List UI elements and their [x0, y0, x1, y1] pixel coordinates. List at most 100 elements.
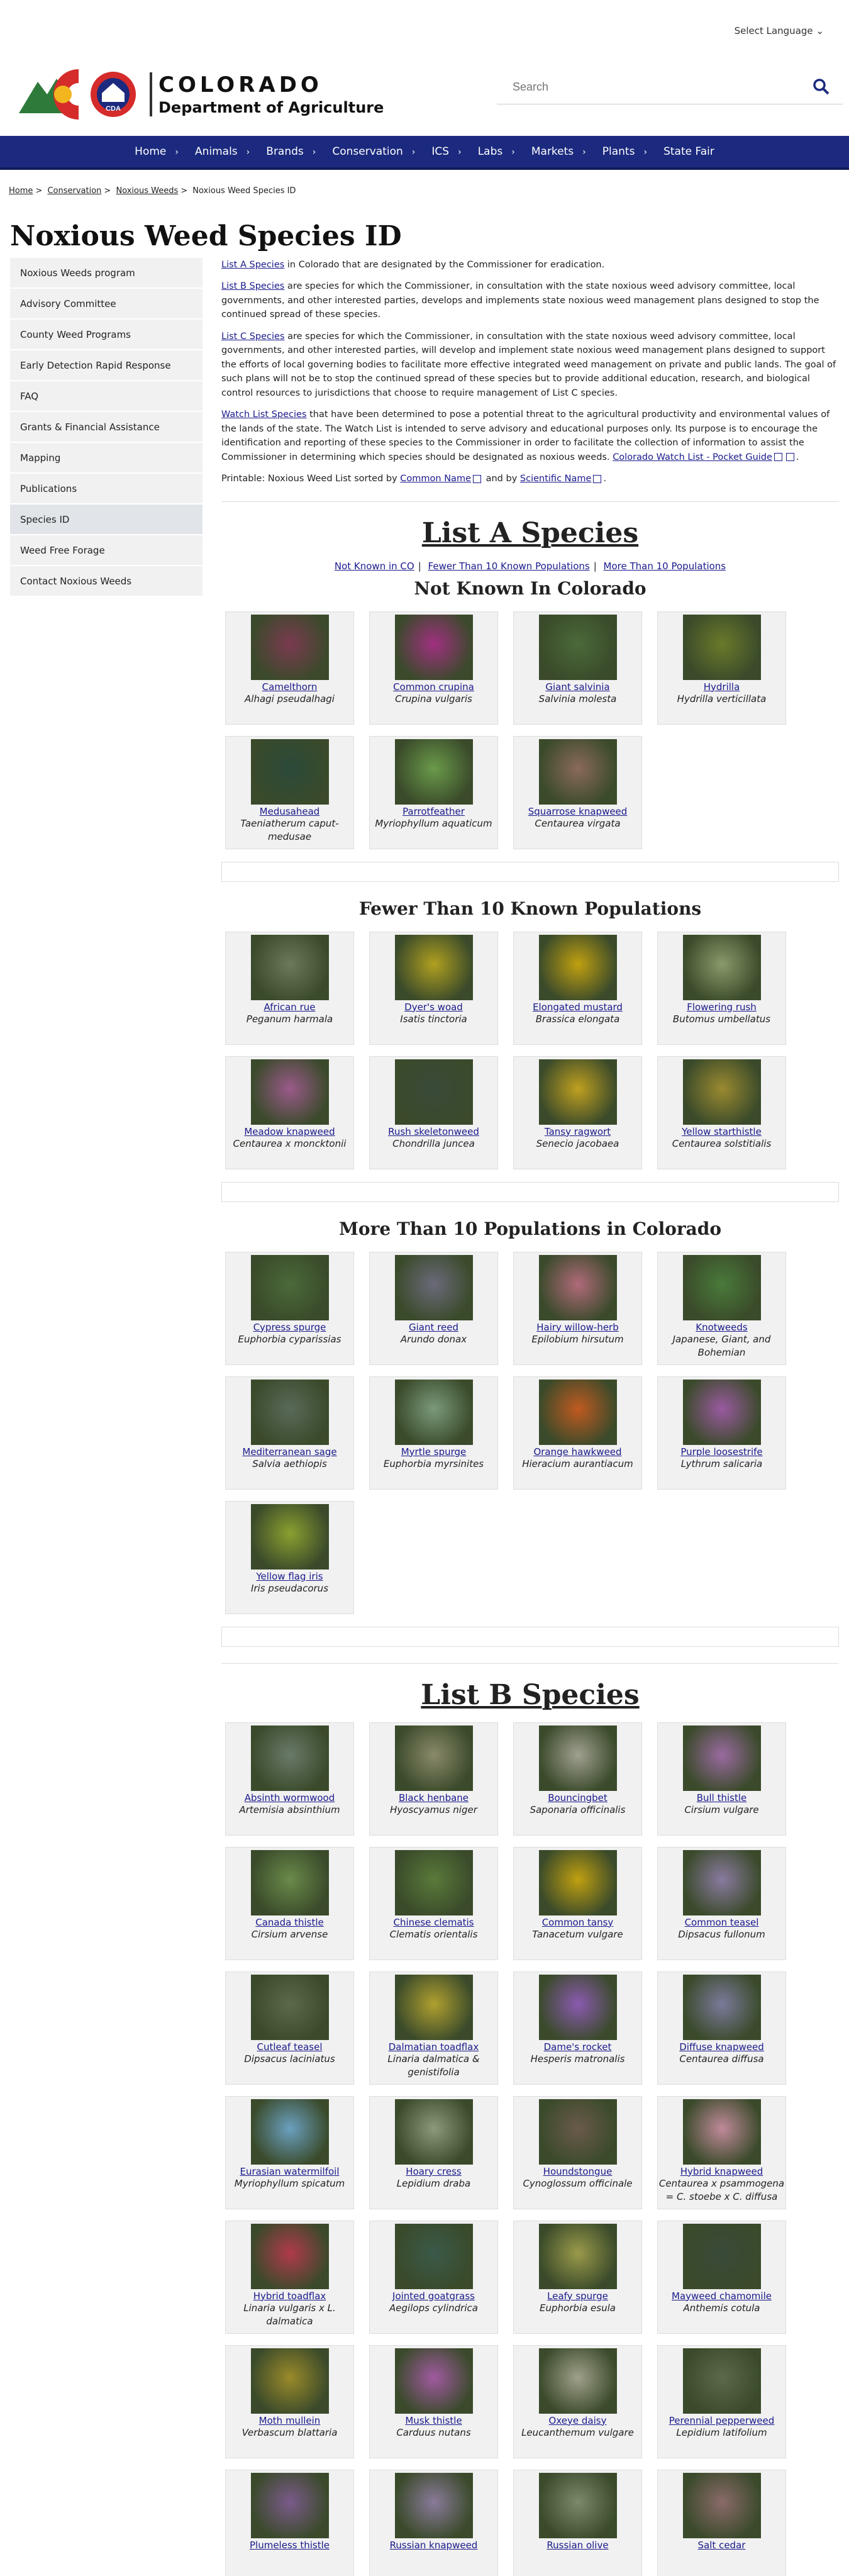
species-name-link[interactable]: Purple loosestrife	[680, 1446, 763, 1458]
species-card[interactable]: Hydrilla Hydrilla verticillata	[657, 611, 786, 725]
species-photo[interactable]	[394, 1254, 473, 1320]
breadcrumb-conservation[interactable]: Conservation	[47, 186, 102, 196]
species-name-link[interactable]: Mediterranean sage	[242, 1446, 337, 1458]
nav-item-plants[interactable]: Plants ›	[602, 145, 648, 158]
list-c-link[interactable]: List C Species	[221, 331, 285, 342]
species-photo[interactable]	[250, 1849, 329, 1915]
list-a-link[interactable]: List A Species	[221, 260, 285, 270]
species-photo[interactable]	[538, 739, 617, 805]
species-card[interactable]: Jointed goatgrass Aegilops cylindrica	[369, 2220, 498, 2334]
sidebar-item-mapping[interactable]: Mapping	[10, 443, 203, 474]
species-card[interactable]: Leafy spurge Euphorbia esula	[513, 2220, 642, 2334]
species-photo[interactable]	[538, 1974, 617, 2040]
species-card[interactable]: Hybrid toadflax Linaria vulgaris x L. dal…	[225, 2220, 354, 2334]
species-name-link[interactable]: Giant salvinia	[545, 681, 610, 693]
species-card[interactable]: Orange hawkweed Hieracium aurantiacum	[513, 1376, 642, 1490]
sidebar-item-species-id[interactable]: Species ID	[10, 505, 203, 535]
species-name-link[interactable]: Myrtle spurge	[401, 1446, 467, 1458]
species-photo[interactable]	[250, 739, 329, 805]
species-name-link[interactable]: Dalmatian toadflax	[388, 2041, 479, 2053]
common-name-link[interactable]: Common Name	[400, 474, 471, 484]
species-card[interactable]: Canada thistle Cirsium arvense	[225, 1846, 354, 1960]
species-photo[interactable]	[394, 614, 473, 680]
species-card[interactable]: Mayweed chamomile Anthemis cotula	[657, 2220, 786, 2334]
search-input[interactable]	[497, 73, 786, 101]
species-card[interactable]: Dyer's woad Isatis tinctoria	[369, 931, 498, 1045]
species-photo[interactable]	[682, 934, 761, 1000]
species-name-link[interactable]: Hybrid toadflax	[253, 2290, 326, 2302]
species-photo[interactable]	[250, 2348, 329, 2414]
species-name-link[interactable]: Elongated mustard	[533, 1001, 623, 1013]
species-card[interactable]: Medusahead Taeniatherum caput-medusae	[225, 735, 354, 849]
species-card[interactable]: Salt cedar	[657, 2469, 786, 2576]
species-name-link[interactable]: Mayweed chamomile	[672, 2290, 772, 2302]
species-card[interactable]: Bull thistle Cirsium vulgare	[657, 1722, 786, 1836]
species-name-link[interactable]: Hydrilla	[703, 681, 740, 693]
scientific-name-link[interactable]: Scientific Name	[519, 474, 592, 484]
species-name-link[interactable]: Oxeye daisy	[548, 2414, 607, 2426]
species-card[interactable]: Cypress spurge Euphorbia cyparissias	[225, 1251, 354, 1365]
sidebar-item-county-weed-programs[interactable]: County Weed Programs	[10, 320, 203, 350]
species-name-link[interactable]: Russian knapweed	[389, 2539, 478, 2551]
species-photo[interactable]	[250, 934, 329, 1000]
species-name-link[interactable]: Moth mullein	[258, 2414, 321, 2426]
list-b-link[interactable]: List B Species	[221, 281, 285, 292]
species-photo[interactable]	[682, 2223, 761, 2289]
species-name-link[interactable]: Camelthorn	[262, 681, 318, 693]
species-photo[interactable]	[682, 2348, 761, 2414]
sidebar-item-weed-free-forage[interactable]: Weed Free Forage	[10, 535, 203, 566]
watch-list-link[interactable]: Watch List Species	[221, 410, 307, 420]
species-card[interactable]: Meadow knapweed Centaurea x moncktonii	[225, 1056, 354, 1169]
species-name-link[interactable]: Common crupina	[393, 681, 474, 693]
breadcrumb-noxious-weeds[interactable]: Noxious Weeds	[116, 186, 179, 196]
cda-logo[interactable]: CDA COLORADO Department of Agriculture	[19, 63, 384, 126]
species-card[interactable]: Myrtle spurge Euphorbia myrsinites	[369, 1376, 498, 1490]
subnav-not-known[interactable]: Not Known in CO	[334, 560, 414, 572]
species-card[interactable]: Purple loosestrife Lythrum salicaria	[657, 1376, 786, 1490]
species-card[interactable]: Knotweeds Japanese, Giant, and Bohemian	[657, 1251, 786, 1365]
species-card[interactable]: Dame's rocket Hesperis matronalis	[513, 1971, 642, 2085]
species-name-link[interactable]: Hairy willow-herb	[536, 1321, 619, 1333]
species-name-link[interactable]: Houndstongue	[543, 2165, 613, 2177]
species-photo[interactable]	[538, 2099, 617, 2165]
species-card[interactable]: Plumeless thistle	[225, 2469, 354, 2576]
species-card[interactable]: Musk thistle Carduus nutans	[369, 2345, 498, 2458]
species-photo[interactable]	[394, 1379, 473, 1445]
species-photo[interactable]	[394, 1725, 473, 1791]
sidebar-item-early-detection-rapid-response[interactable]: Early Detection Rapid Response	[10, 350, 203, 381]
species-card[interactable]: Common tansy Tanacetum vulgare	[513, 1846, 642, 1960]
nav-item-labs[interactable]: Labs ›	[477, 145, 515, 158]
species-photo[interactable]	[682, 1059, 761, 1125]
species-photo[interactable]	[682, 1254, 761, 1320]
watch-list-pocket-guide-link[interactable]: Colorado Watch List - Pocket Guide	[613, 452, 772, 462]
species-name-link[interactable]: African rue	[264, 1001, 316, 1013]
species-card[interactable]: Perennial pepperweed Lepidium latifolium	[657, 2345, 786, 2458]
species-card[interactable]: Giant reed Arundo donax	[369, 1251, 498, 1365]
species-photo[interactable]	[250, 2099, 329, 2165]
species-name-link[interactable]: Black henbane	[398, 1792, 469, 1804]
species-photo[interactable]	[250, 1379, 329, 1445]
species-name-link[interactable]: Common teasel	[684, 1916, 759, 1928]
species-name-link[interactable]: Medusahead	[259, 805, 320, 817]
species-name-link[interactable]: Knotweeds	[696, 1321, 748, 1333]
species-card[interactable]: Camelthorn Alhagi pseudalhagi	[225, 611, 354, 725]
species-name-link[interactable]: Diffuse knapweed	[679, 2041, 764, 2053]
species-photo[interactable]	[538, 934, 617, 1000]
species-name-link[interactable]: Salt cedar	[697, 2539, 746, 2551]
species-name-link[interactable]: Russian olive	[547, 2539, 609, 2551]
species-photo[interactable]	[682, 1725, 761, 1791]
species-name-link[interactable]: Bouncingbet	[548, 1792, 608, 1804]
species-photo[interactable]	[682, 1849, 761, 1915]
species-photo[interactable]	[394, 739, 473, 805]
species-photo[interactable]	[394, 1849, 473, 1915]
species-card[interactable]: Elongated mustard Brassica elongata	[513, 931, 642, 1045]
species-photo[interactable]	[538, 1725, 617, 1791]
species-photo[interactable]	[682, 1379, 761, 1445]
species-photo[interactable]	[682, 2472, 761, 2538]
species-name-link[interactable]: Rush skeletonweed	[388, 1125, 479, 1137]
species-photo[interactable]	[250, 614, 329, 680]
species-photo[interactable]	[538, 1254, 617, 1320]
species-photo[interactable]	[250, 1254, 329, 1320]
species-card[interactable]: Chinese clematis Clematis orientalis	[369, 1846, 498, 1960]
species-photo[interactable]	[538, 1059, 617, 1125]
